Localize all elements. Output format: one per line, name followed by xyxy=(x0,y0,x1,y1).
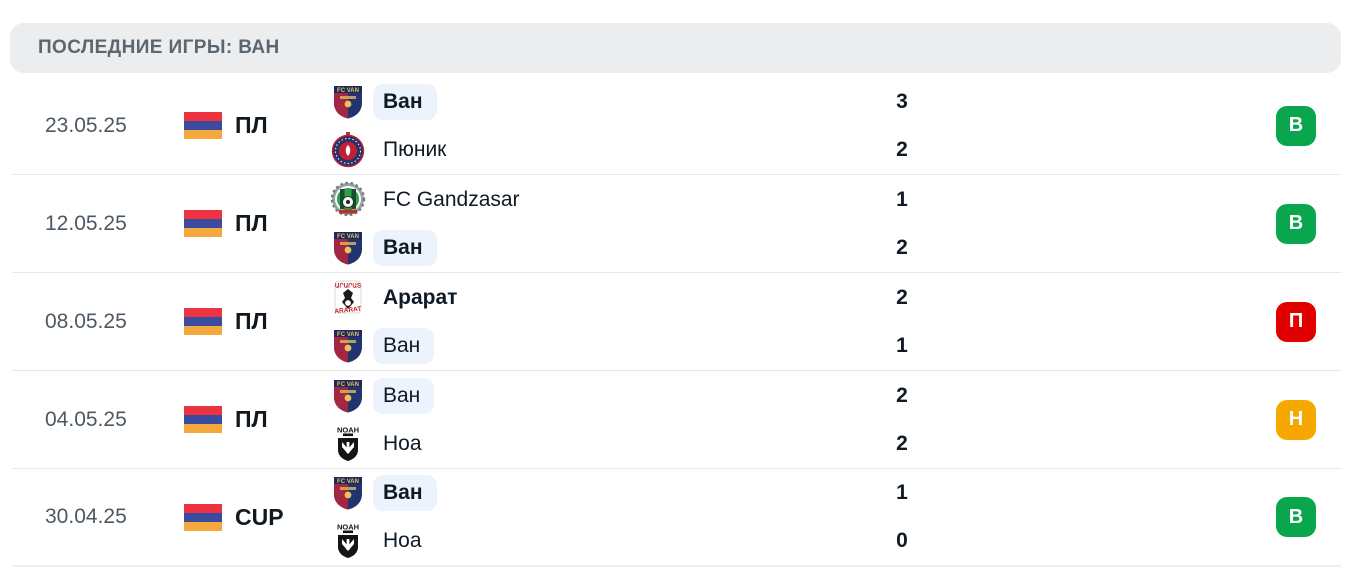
competition-label: CUP xyxy=(235,503,284,530)
noah-logo-icon xyxy=(330,521,366,561)
competition-label: ПЛ xyxy=(235,112,268,138)
home-team: Ван xyxy=(330,372,800,420)
match-row[interactable]: 12.05.25 ПЛ FC Gandzasar Ван 1 2 xyxy=(12,175,1341,273)
home-team: Ван xyxy=(330,469,800,517)
section-title: ПОСЛЕДНИЕ ИГРЫ: ВАН xyxy=(38,37,280,58)
result-letter: В xyxy=(1288,505,1304,528)
noah-logo-icon xyxy=(330,424,366,464)
match-date: 04.05.25 xyxy=(45,407,127,431)
armenia-flag-icon xyxy=(184,308,222,335)
away-team: Пюник xyxy=(330,126,800,174)
match-row[interactable]: 08.05.25 ПЛ Арарат Ван 2 1 П xyxy=(12,273,1341,371)
fc-van-logo-icon xyxy=(330,473,366,513)
team-name: Ноа xyxy=(383,529,422,552)
team-name: FC Gandzasar xyxy=(383,187,520,211)
competition-cell: ПЛ xyxy=(184,112,330,139)
match-row[interactable]: 23.05.25 ПЛ Ван Пюник 3 2 В xyxy=(12,77,1341,175)
armenia-flag-icon xyxy=(184,503,222,531)
fc-van-logo-icon xyxy=(330,326,366,366)
home-score: 2 xyxy=(896,383,908,407)
competition-cell: ПЛ xyxy=(184,406,330,433)
match-date: 30.04.25 xyxy=(45,505,127,528)
competition-cell: CUP xyxy=(184,503,330,531)
result-badge: В xyxy=(1276,203,1316,244)
away-score: 2 xyxy=(896,137,908,161)
pyunik-logo-icon xyxy=(330,130,366,170)
armenia-flag-icon xyxy=(184,112,222,139)
result-letter: П xyxy=(1288,310,1304,332)
home-score: 3 xyxy=(896,89,908,113)
match-date: 23.05.25 xyxy=(45,113,127,137)
match-row[interactable]: 30.04.25 CUP Ван Ноа 1 0 В xyxy=(12,469,1341,567)
away-team: Ван xyxy=(330,224,800,272)
result-badge: В xyxy=(1276,105,1316,146)
fc-van-logo-icon xyxy=(330,82,366,122)
result-badge: В xyxy=(1276,497,1316,537)
away-score: 2 xyxy=(896,235,908,259)
away-team: Ван xyxy=(330,322,800,370)
competition-label: ПЛ xyxy=(235,210,268,236)
scores-cell: 1 2 xyxy=(800,176,1004,272)
team-name: Ван xyxy=(373,327,435,364)
result-badge: Н xyxy=(1276,399,1316,440)
armenia-flag-icon xyxy=(184,210,222,237)
home-score: 2 xyxy=(896,285,908,309)
competition-cell: ПЛ xyxy=(184,308,330,335)
scores-cell: 1 0 xyxy=(800,469,1004,565)
competition-label: ПЛ xyxy=(235,406,268,432)
armenia-flag-icon xyxy=(184,406,222,433)
home-team: FC Gandzasar xyxy=(330,176,800,224)
gandzasar-logo-icon xyxy=(330,180,366,220)
result-letter: В xyxy=(1288,114,1304,136)
teams-cell: Арарат Ван xyxy=(330,274,800,370)
team-name: Пюник xyxy=(383,137,447,161)
away-score: 1 xyxy=(896,333,908,357)
away-score: 2 xyxy=(896,431,908,455)
fc-van-logo-icon xyxy=(330,228,366,268)
team-name: Ван xyxy=(373,229,437,266)
away-score: 0 xyxy=(896,529,908,552)
team-name: Ван xyxy=(373,83,437,120)
result-letter: В xyxy=(1288,212,1304,234)
teams-cell: Ван Ноа xyxy=(330,372,800,468)
teams-cell: Ван Ноа xyxy=(330,469,800,565)
teams-cell: FC Gandzasar Ван xyxy=(330,176,800,272)
scores-cell: 2 1 xyxy=(800,274,1004,370)
match-list: 23.05.25 ПЛ Ван Пюник 3 2 В xyxy=(0,77,1354,567)
ararat-logo-icon xyxy=(330,278,366,318)
result-letter: Н xyxy=(1288,408,1304,430)
team-name: Ван xyxy=(373,475,437,511)
away-team: Ноа xyxy=(330,420,800,468)
team-name: Ноа xyxy=(383,431,422,455)
fc-van-logo-icon xyxy=(330,376,366,416)
team-name: Арарат xyxy=(383,285,458,309)
match-row[interactable]: 04.05.25 ПЛ Ван Ноа 2 2 Н xyxy=(12,371,1341,469)
home-score: 1 xyxy=(896,187,908,211)
team-name: Ван xyxy=(373,377,435,414)
competition-cell: ПЛ xyxy=(184,210,330,237)
teams-cell: Ван Пюник xyxy=(330,78,800,174)
scores-cell: 3 2 xyxy=(800,78,1004,174)
competition-label: ПЛ xyxy=(235,308,268,334)
result-badge: П xyxy=(1276,301,1316,342)
home-score: 1 xyxy=(896,481,908,504)
match-date: 08.05.25 xyxy=(45,309,127,333)
away-team: Ноа xyxy=(330,517,800,565)
section-header: ПОСЛЕДНИЕ ИГРЫ: ВАН xyxy=(10,23,1341,73)
home-team: Ван xyxy=(330,78,800,126)
home-team: Арарат xyxy=(330,274,800,322)
scores-cell: 2 2 xyxy=(800,372,1004,468)
match-date: 12.05.25 xyxy=(45,211,127,235)
